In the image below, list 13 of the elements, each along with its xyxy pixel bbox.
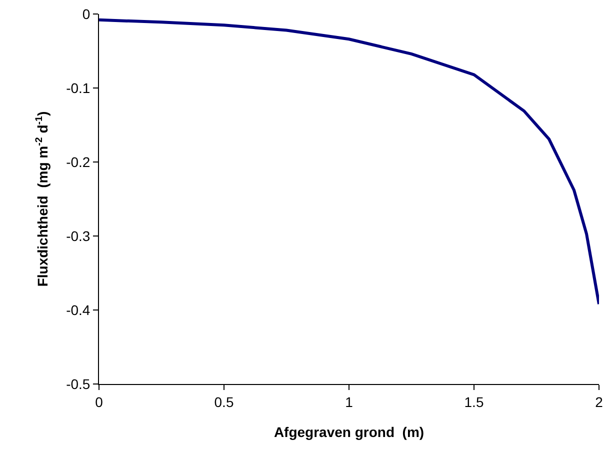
y-tick-label: -0.2 — [66, 154, 90, 170]
y-tick-label: -0.4 — [66, 302, 90, 318]
y-tick-label: -0.5 — [66, 376, 90, 392]
x-tick-label: 2 — [595, 394, 604, 410]
x-tick-label: 0.5 — [214, 394, 234, 410]
y-tick-label: 0 — [82, 6, 90, 22]
x-tick-label: 0 — [95, 394, 104, 410]
x-tick-label: 1 — [345, 394, 354, 410]
line-series — [99, 18, 599, 306]
y-tick-label: -0.1 — [66, 80, 90, 96]
y-tick-label: -0.3 — [66, 228, 90, 244]
x-tick-label: 1.5 — [464, 394, 484, 410]
x-axis-title: Afgegraven grond (m) — [274, 424, 424, 440]
